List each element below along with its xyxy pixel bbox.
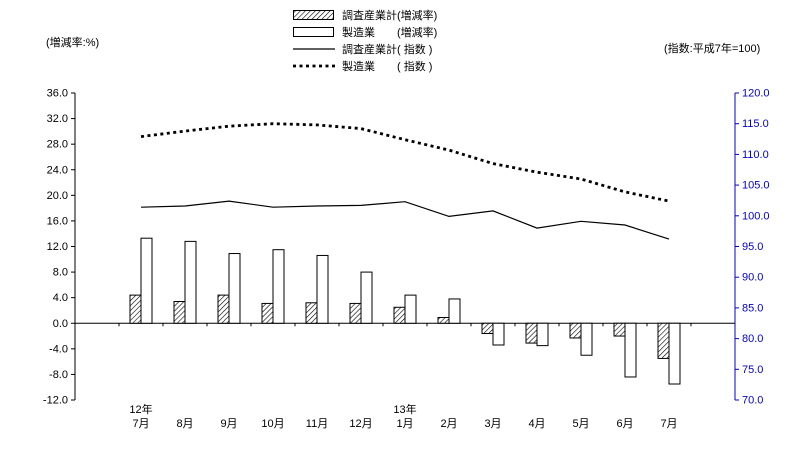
line-調査産業計(指数) — [140, 200, 670, 240]
x-axis-month-label: 6月 — [616, 418, 633, 430]
bar-調査産業計(増減率)-12月 — [349, 302, 362, 324]
x-axis-month-label: 2月 — [440, 418, 457, 430]
right-axis-tick-label: 95.0 — [742, 241, 763, 253]
bar-調査産業計(増減率)-7月 — [657, 322, 670, 359]
legend-item-2: 調査産業計( 指数 ) — [292, 42, 437, 56]
x-axis-month-label: 5月 — [572, 418, 589, 430]
left-axis-tick-label: 12.0 — [47, 241, 68, 253]
x-axis-year-label: 13年 — [393, 402, 416, 416]
x-axis-month-label: 7月 — [132, 418, 149, 430]
legend-label: 製造業 ( 指数 ) — [342, 61, 433, 73]
bar-調査産業計(増減率)-3月 — [481, 322, 494, 334]
legend-item-1: 製造業 (増減率) — [292, 25, 437, 39]
right-axis-tick-label: 90.0 — [742, 272, 763, 284]
x-axis-month-label: 3月 — [484, 418, 501, 430]
right-axis-tick-label: 85.0 — [742, 302, 763, 314]
legend-label: 製造業 (増減率) — [342, 27, 438, 39]
x-axis-month-label: 12月 — [349, 418, 372, 430]
bar-製造業(増減率)-7月 — [140, 237, 153, 324]
bar-製造業(増減率)-2月 — [448, 298, 461, 324]
x-axis-month-label: 1月 — [396, 418, 413, 430]
bar-製造業(増減率)-11月 — [316, 254, 329, 324]
x-axis-month-label: 4月 — [528, 418, 545, 430]
chart-legend: 調査産業計(増減率) 製造業 (増減率) 調査産業計( 指数 ) 製造業 ( 指数 ) — [292, 8, 437, 73]
bar-製造業(増減率)-8月 — [184, 240, 197, 324]
legend-label: 調査産業計(増減率) — [342, 10, 438, 22]
right-axis-tick-label: 115.0 — [742, 118, 769, 130]
bar-調査産業計(増減率)-5月 — [569, 322, 582, 339]
bar-製造業(増減率)-5月 — [580, 322, 593, 356]
line-製造業(指数) — [140, 122, 670, 203]
left-axis-tick-label: -8.0 — [49, 369, 68, 381]
bar-製造業(増減率)-10月 — [272, 249, 285, 324]
legend-item-0: 調査産業計(増減率) — [292, 8, 437, 22]
right-axis-tick-label: 70.0 — [742, 395, 763, 407]
dashed-line-swatch-icon — [293, 64, 335, 68]
bar-製造業(増減率)-3月 — [492, 322, 505, 346]
left-axis-tick-label: 20.0 — [47, 190, 68, 202]
bar-調査産業計(増減率)-11月 — [305, 302, 318, 324]
bar-製造業(増減率)-9月 — [228, 253, 241, 324]
left-axis-unit-label: (増減率:%) — [46, 37, 100, 49]
bar-調査産業計(増減率)-7月 — [129, 294, 142, 324]
x-axis-month-label: 8月 — [176, 418, 193, 430]
hatched-bar-swatch-icon — [293, 10, 334, 20]
left-axis-tick-label: -4.0 — [49, 343, 68, 355]
right-axis-unit-label: (指数:平成7年=100) — [664, 43, 761, 55]
bar-調査産業計(増減率)-8月 — [173, 301, 186, 324]
left-axis-tick-label: 0.0 — [53, 318, 68, 330]
right-axis-tick-label: 110.0 — [742, 149, 769, 161]
bar-調査産業計(増減率)-4月 — [525, 322, 538, 344]
bar-調査産業計(増減率)-2月 — [437, 316, 450, 324]
x-axis-month-label: 7月 — [660, 418, 677, 430]
left-axis-tick-label: -12.0 — [43, 395, 68, 407]
right-axis-tick-label: 80.0 — [742, 333, 763, 345]
right-axis-tick-label: 120.0 — [742, 88, 770, 100]
left-axis-tick-label: 16.0 — [47, 215, 68, 227]
right-axis-tick-label: 105.0 — [742, 180, 770, 192]
x-axis-month-label: 10月 — [261, 418, 284, 430]
right-axis-tick-label: 75.0 — [742, 364, 763, 376]
solid-line-swatch-icon — [293, 48, 335, 50]
left-axis-tick-label: 24.0 — [47, 164, 68, 176]
x-axis-month-label: 11月 — [306, 418, 328, 430]
bar-製造業(増減率)-6月 — [624, 322, 637, 378]
right-axis-tick-label: 100.0 — [742, 210, 770, 222]
left-axis-tick-label: 32.0 — [47, 113, 68, 125]
legend-item-3: 製造業 ( 指数 ) — [292, 59, 437, 73]
bar-製造業(増減率)-1月 — [404, 294, 417, 324]
bar-調査産業計(増減率)-1月 — [393, 306, 406, 324]
bar-調査産業計(増減率)-6月 — [613, 322, 626, 337]
left-axis-tick-label: 8.0 — [53, 267, 68, 279]
bar-調査産業計(増減率)-10月 — [261, 302, 274, 324]
bar-製造業(増減率)-4月 — [536, 322, 549, 347]
left-axis-tick-label: 28.0 — [47, 139, 68, 151]
bar-製造業(増減率)-7月 — [668, 322, 681, 385]
legend-label: 調査産業計( 指数 ) — [342, 44, 433, 56]
bar-製造業(増減率)-12月 — [360, 271, 373, 324]
left-axis-tick-label: 4.0 — [53, 292, 68, 304]
bar-調査産業計(増減率)-9月 — [217, 294, 230, 324]
x-axis-year-label: 12年 — [129, 402, 152, 416]
white-bar-swatch-icon — [293, 27, 334, 37]
x-axis-month-label: 9月 — [220, 418, 237, 430]
left-axis-tick-label: 36.0 — [47, 88, 68, 100]
